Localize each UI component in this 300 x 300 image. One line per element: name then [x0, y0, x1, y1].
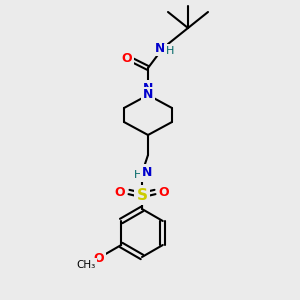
Text: H: H	[166, 46, 174, 56]
Text: N: N	[155, 41, 165, 55]
Text: O: O	[94, 253, 104, 266]
Text: N: N	[142, 166, 152, 178]
Text: S: S	[136, 188, 148, 202]
Text: O: O	[122, 52, 132, 64]
Text: N: N	[143, 88, 153, 101]
Text: O: O	[115, 185, 125, 199]
Text: O: O	[159, 185, 169, 199]
Text: H: H	[134, 170, 142, 180]
Text: CH₃: CH₃	[76, 260, 95, 270]
Text: N: N	[143, 82, 153, 94]
